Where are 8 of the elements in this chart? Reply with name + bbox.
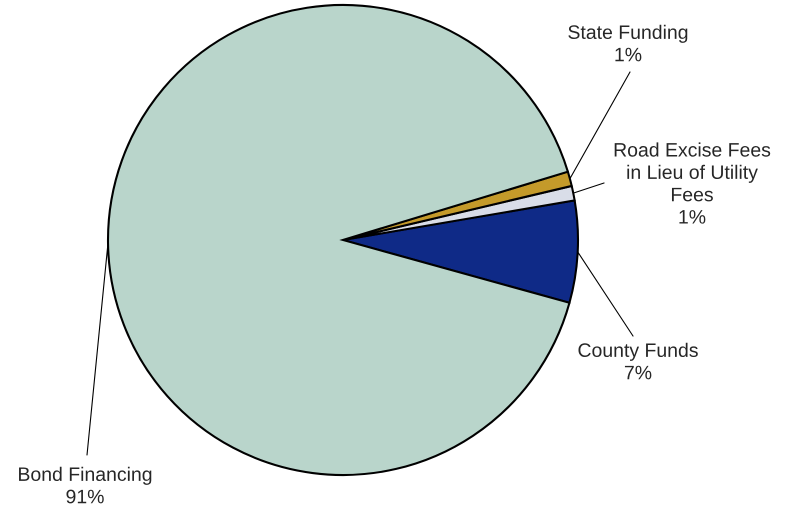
slice-label: Bond Financing bbox=[19, 466, 152, 485]
slice-label: County Funds bbox=[578, 342, 698, 361]
slice-label: Road Excise Fees in Lieu of Utility Fees bbox=[614, 142, 770, 202]
data-label: 91% bbox=[66, 490, 104, 504]
data-label: 1% bbox=[615, 48, 642, 62]
data-label: 1% bbox=[679, 210, 706, 224]
slice-label: State Funding bbox=[568, 24, 688, 43]
data-label: 7% bbox=[624, 366, 652, 380]
